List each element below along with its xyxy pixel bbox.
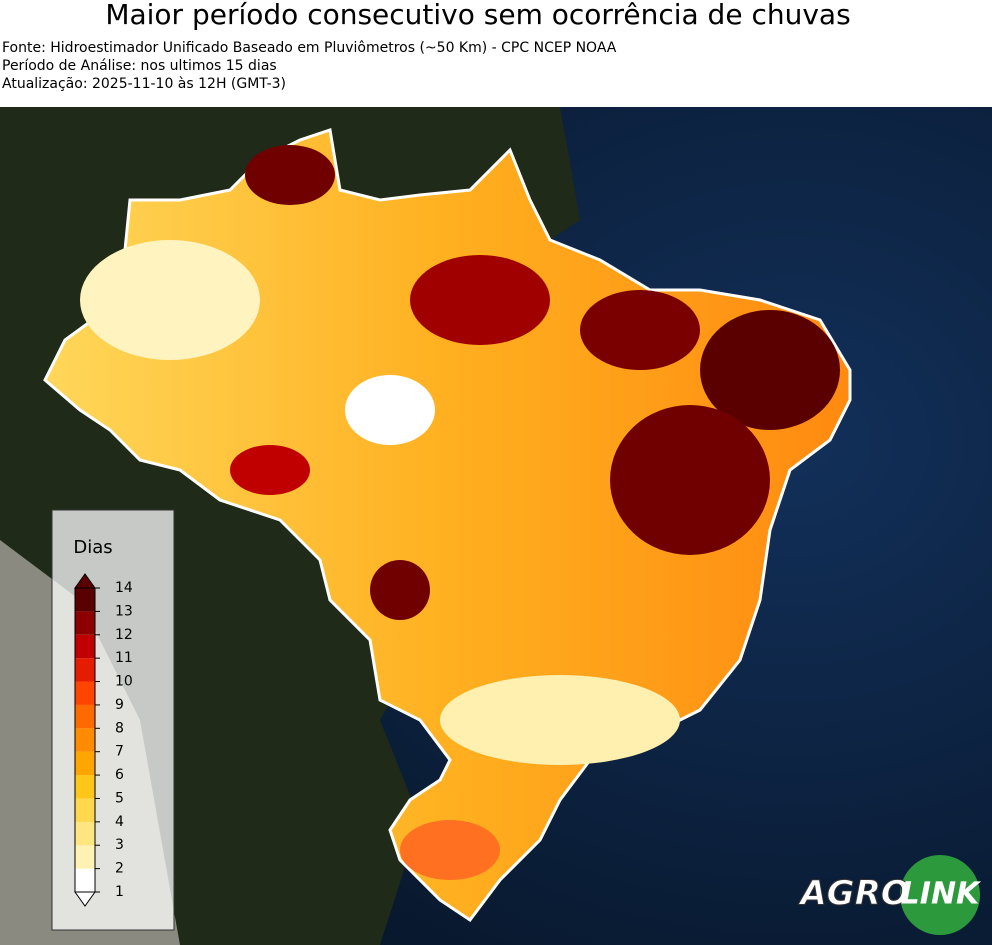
- colorbar-segment: [75, 704, 95, 729]
- colorbar-segment: [75, 868, 95, 892]
- tick-label: 13: [115, 603, 133, 619]
- colorbar-segment: [75, 751, 95, 776]
- tick-label: 12: [115, 627, 133, 643]
- colorbar-segment: [75, 588, 95, 612]
- tick-label: 4: [115, 814, 124, 830]
- dry-zone: [230, 445, 310, 495]
- tick-label: 10: [115, 674, 133, 690]
- tick-label: 14: [115, 580, 133, 596]
- colorbar-box: [51, 509, 175, 931]
- colorbar-segment: [75, 775, 95, 799]
- dry-zone: [370, 560, 430, 620]
- dry-zone: [440, 675, 680, 765]
- title: Maior período consecutivo sem ocorrência…: [105, 0, 850, 31]
- dry-zone: [345, 375, 435, 445]
- tick-label: 5: [115, 790, 124, 806]
- colorbar-segment: [75, 611, 95, 635]
- logo-circle: [900, 855, 980, 935]
- period-line: Período de Análise: nos ultimos 15 dias: [2, 58, 277, 74]
- colorbar-segment: [75, 634, 95, 659]
- tick-label: 8: [115, 720, 124, 736]
- tick-label: 9: [115, 697, 124, 713]
- dry-zone: [580, 290, 700, 370]
- colorbar-segment: [75, 681, 95, 705]
- dry-zone: [80, 240, 260, 360]
- logo-text: LINK: [901, 877, 982, 912]
- tick-label: 2: [115, 861, 124, 877]
- tick-label: 7: [115, 744, 124, 760]
- tick-label: 3: [115, 837, 124, 853]
- colorbar-segment: [75, 728, 95, 752]
- dry-zone: [700, 310, 840, 430]
- tick-label: 6: [115, 767, 124, 783]
- dry-zone: [400, 820, 500, 880]
- colorbar-label: Dias: [73, 537, 112, 558]
- colorbar-segment: [75, 845, 95, 869]
- logo: AGRO LINK: [797, 855, 982, 935]
- tick-label: 11: [115, 650, 133, 666]
- colorbar-segment: [75, 821, 95, 846]
- dry-zone: [245, 145, 335, 205]
- colorbar-segment: [75, 798, 95, 822]
- dry-zone: [610, 405, 770, 555]
- update-line: Atualização: 2025-11-10 às 12H (GMT-3): [2, 76, 286, 92]
- colorbar-segment: [75, 658, 95, 682]
- logo-text: AGRO: [797, 874, 909, 914]
- colorbar-frame: [74, 587, 96, 893]
- source-line: Fonte: Hidroestimador Unificado Baseado …: [2, 40, 617, 56]
- dry-zone: [410, 255, 550, 345]
- tick-label: 1: [115, 884, 124, 900]
